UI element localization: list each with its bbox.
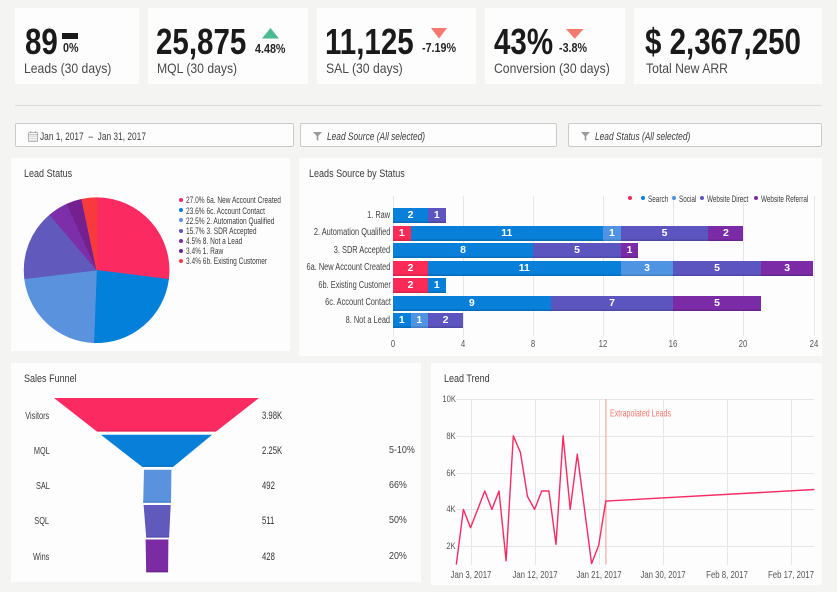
svg-text:Extrapolated Leads: Extrapolated Leads [610,408,671,420]
